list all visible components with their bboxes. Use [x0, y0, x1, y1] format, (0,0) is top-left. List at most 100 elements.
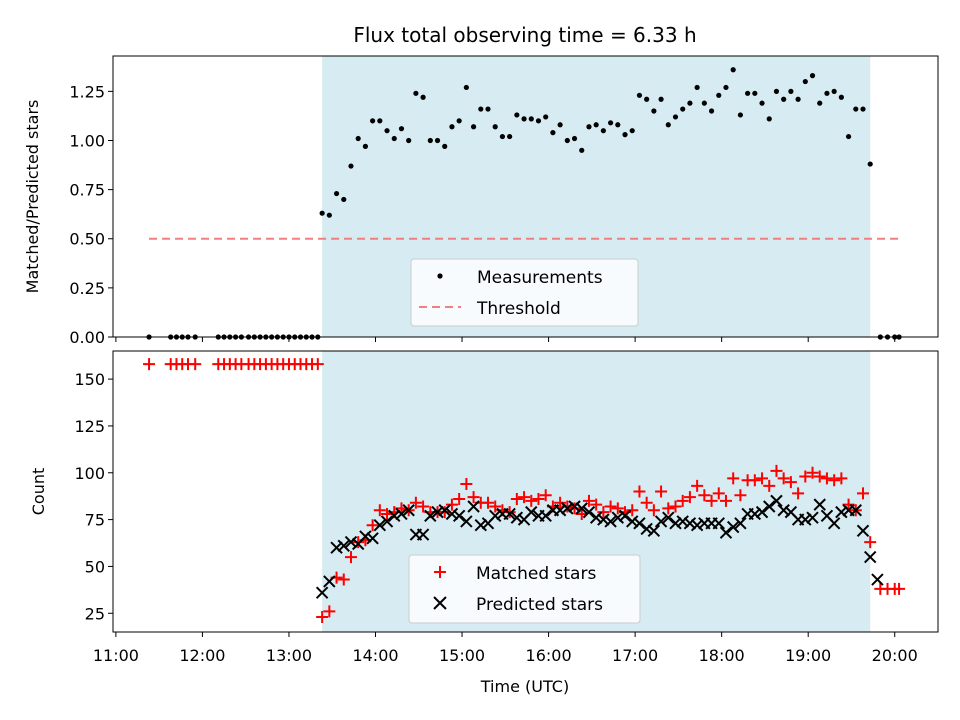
matched-stars-point — [590, 498, 603, 511]
measurement-point — [759, 100, 765, 106]
top-ytick-label: 0.50 — [69, 230, 105, 249]
predicted-stars-point — [734, 517, 747, 530]
measurement-point — [571, 135, 578, 142]
matched-stars-point — [611, 502, 624, 515]
measurement-point — [745, 90, 751, 96]
bottom-xtick-label: 20:00 — [872, 646, 918, 665]
matched-stars-point — [712, 487, 725, 500]
measurement-point — [644, 96, 650, 102]
matched-stars-point — [597, 506, 610, 519]
top-legend-box — [410, 258, 639, 327]
top-x-axis-ticks — [115, 337, 896, 342]
top-ytick-label: 0.75 — [69, 181, 105, 200]
measurement-point — [413, 90, 419, 96]
matched-stars-point — [705, 494, 718, 507]
bottom-xtick-label: 14:00 — [352, 646, 398, 665]
measurement-point — [391, 135, 397, 142]
predicted-stars-point — [669, 517, 682, 530]
predicted-stars-point — [330, 541, 343, 554]
measurement-point — [442, 143, 448, 149]
bottom-ytick-label: 125 — [74, 417, 105, 436]
bottom-xtick-label: 13:00 — [266, 646, 312, 665]
measurement-point — [485, 106, 491, 112]
measurement-point — [853, 106, 859, 112]
bottom-x-axis: 11:00 12:00 13:00 14:00 15:00 16:00 17:00 18:00… — [93, 632, 918, 665]
measurement-point — [629, 128, 635, 134]
predicted-stars-point — [510, 511, 524, 524]
measurement-point — [564, 137, 570, 144]
top-y-axis-label: Matched/Predicted stars — [23, 100, 42, 294]
legend-label-matched-stars: Matched stars — [476, 564, 596, 584]
measurement-point — [845, 133, 852, 140]
measurement-point — [658, 96, 664, 102]
predicted-stars-point — [445, 507, 459, 521]
matched-stars-point — [337, 573, 350, 586]
predicted-stars-point — [777, 504, 790, 517]
bottom-ytick-label: 50 — [85, 557, 105, 576]
matched-stars-point — [828, 474, 841, 487]
measurement-point — [492, 124, 498, 130]
matched-stars-point — [582, 494, 595, 507]
matched-stars-point — [893, 582, 906, 595]
predicted-stars-point — [827, 517, 841, 530]
predicted-stars-point — [597, 513, 610, 526]
matched-stars-point — [756, 472, 769, 485]
predicted-stars-point — [633, 517, 646, 530]
top-ytick-label: 1.00 — [69, 131, 105, 150]
matched-stars-point — [734, 489, 747, 502]
measurement-point — [752, 90, 758, 96]
predicted-stars-point — [748, 507, 762, 521]
matched-stars-point — [539, 489, 552, 502]
predicted-stars-point — [676, 515, 689, 528]
predicted-stars-point — [604, 515, 617, 528]
legend-label-measurements: Measurements — [477, 268, 603, 288]
bottom-legend: Matched stars Predicted stars — [408, 554, 641, 624]
measurement-point — [362, 143, 369, 149]
measurement-point — [636, 92, 643, 98]
top-y-axis: 0.00 0.25 0.50 0.75 1.00 1.25 — [69, 82, 113, 347]
measurement-point — [579, 147, 585, 153]
measurement-point — [824, 90, 830, 96]
predicted-stars-point — [755, 505, 769, 519]
matched-stars-point — [626, 504, 639, 517]
bottom-points-group — [143, 358, 906, 624]
measurement-point — [766, 116, 772, 122]
predicted-stars-point — [647, 524, 661, 538]
measurement-point — [817, 100, 823, 106]
bottom-xtick-label: 12:00 — [179, 646, 225, 665]
matched-stars-point — [373, 504, 386, 517]
measurement-point — [377, 118, 383, 124]
matched-stars-point — [189, 358, 202, 371]
matched-stars-point — [445, 498, 458, 511]
predicted-stars-point — [568, 500, 581, 513]
bottom-x-axis-label: Time (UTC) — [480, 677, 569, 696]
matched-stars-point — [770, 464, 783, 477]
matched-stars-point — [143, 358, 156, 371]
predicted-stars-point — [611, 511, 625, 524]
predicted-stars-point — [525, 505, 538, 519]
bottom-y-axis: 25 50 75 100 125 150 — [74, 370, 113, 623]
measurement-point — [333, 190, 340, 197]
matched-stars-point — [835, 472, 848, 485]
matched-stars-point — [409, 496, 422, 509]
matched-stars-point — [518, 491, 531, 504]
matched-stars-point — [532, 492, 545, 505]
bottom-y-axis-label: Count — [29, 468, 48, 516]
measurement-point — [420, 94, 426, 100]
top-points-group — [146, 67, 902, 340]
matched-stars-point — [842, 498, 855, 511]
matched-stars-point — [366, 519, 379, 532]
matched-stars-point — [691, 479, 704, 492]
matched-stars-point — [460, 478, 473, 491]
matched-stars-point — [568, 502, 581, 515]
top-chart-title: Flux total observing time = 6.33 h — [353, 23, 696, 47]
bottom-plot-frame — [112, 350, 939, 633]
predicted-stars-point — [553, 504, 567, 517]
bottom-ytick-label: 25 — [85, 604, 105, 623]
bottom-xtick-label: 11:00 — [93, 646, 139, 665]
predicted-stars-point — [690, 519, 704, 532]
matched-stars-point — [510, 492, 523, 505]
measurement-point — [708, 108, 715, 114]
top-panel: 0.00 0.25 0.50 0.75 1.00 1.25 Matched/Predict… — [23, 55, 939, 347]
measurement-point — [370, 118, 376, 124]
